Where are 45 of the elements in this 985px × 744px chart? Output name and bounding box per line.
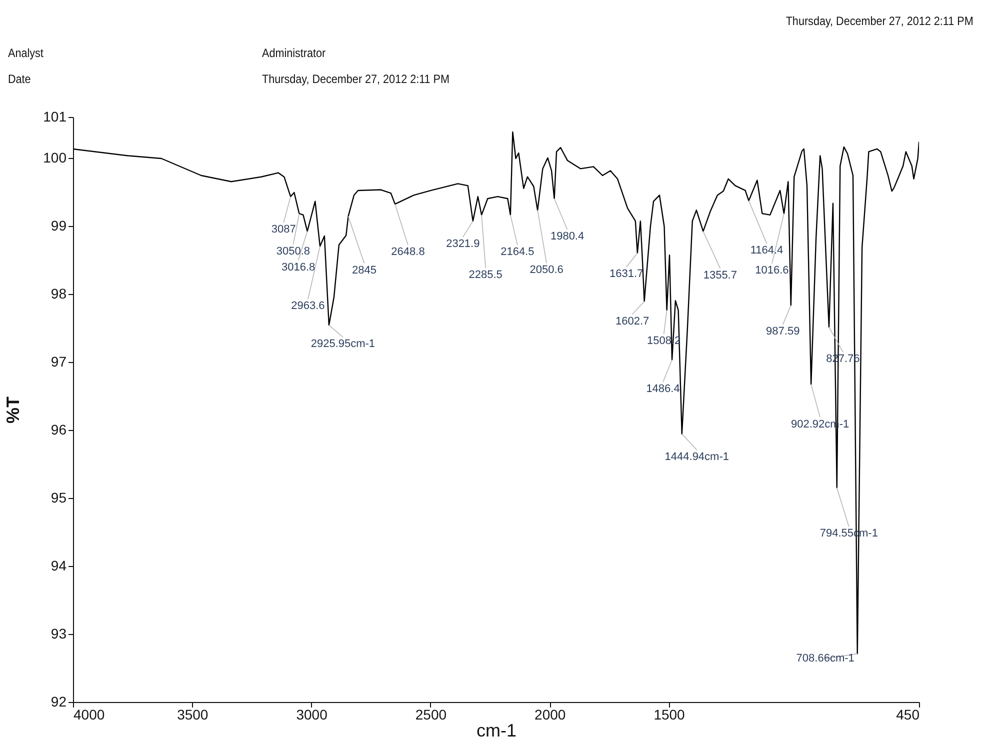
y-tick-label: 99 xyxy=(50,217,67,234)
annotation: 1444.94cm-1 xyxy=(664,450,730,463)
y-tick-label: 92 xyxy=(50,694,67,710)
annotation: 1602.7 xyxy=(615,315,650,328)
text: Thursday, December 27, 2012 2:11 PM xyxy=(785,14,973,28)
x-tick-label: 2000 xyxy=(534,706,566,722)
annotation: 2963.6 xyxy=(291,300,325,312)
x-tick-label: 4000 xyxy=(74,706,105,722)
x-tick-label: 450 xyxy=(896,706,920,722)
annotation: 2321.9 xyxy=(446,238,480,250)
y-axis-title: %T xyxy=(3,396,24,424)
annotation: 3016.8 xyxy=(281,261,316,274)
annotation: 1355.7 xyxy=(703,269,737,282)
text: Administrator xyxy=(262,46,326,60)
annotation: 2925.95cm-1 xyxy=(310,338,376,350)
annotation: 1980.4 xyxy=(550,230,584,243)
y-tick-label: 95 xyxy=(50,489,67,506)
annotation: 2648.8 xyxy=(391,246,425,258)
y-tick-label: 100 xyxy=(43,149,67,166)
annotation: 2285.5 xyxy=(468,268,502,281)
y-tick-label: 96 xyxy=(50,421,67,438)
annotation: 2164.5 xyxy=(500,246,534,258)
y-tick-label: 98 xyxy=(50,285,67,302)
text: Date xyxy=(8,72,31,86)
annotation: 1164.4 xyxy=(750,244,784,257)
y-tick-label: 93 xyxy=(50,625,67,642)
annotation: 3087 xyxy=(271,224,296,236)
line-series xyxy=(73,131,919,654)
y-tick-label: 97 xyxy=(50,353,67,370)
y-tick-label: 101 xyxy=(43,108,67,124)
y-tick-label: 94 xyxy=(50,557,67,574)
x-tick-label: 3000 xyxy=(296,706,328,722)
annotation: 1486.4 xyxy=(646,382,680,395)
annotation: 2050.6 xyxy=(530,264,564,276)
x-axis-title: cm-1 xyxy=(476,720,516,740)
text: Analyst xyxy=(8,46,44,60)
annotation: 2845 xyxy=(352,264,376,276)
annotation: 1016.6 xyxy=(755,264,789,277)
annotation: 708.66cm-1 xyxy=(796,652,854,665)
text: Thursday, December 27, 2012 2:11 PM xyxy=(262,72,450,86)
x-tick-label: 2500 xyxy=(415,706,447,722)
annotation: 987.59 xyxy=(766,325,800,338)
x-tick-label: 1500 xyxy=(654,706,686,722)
annotation: 3050.8 xyxy=(276,246,310,258)
x-tick-label: 3500 xyxy=(177,706,208,722)
